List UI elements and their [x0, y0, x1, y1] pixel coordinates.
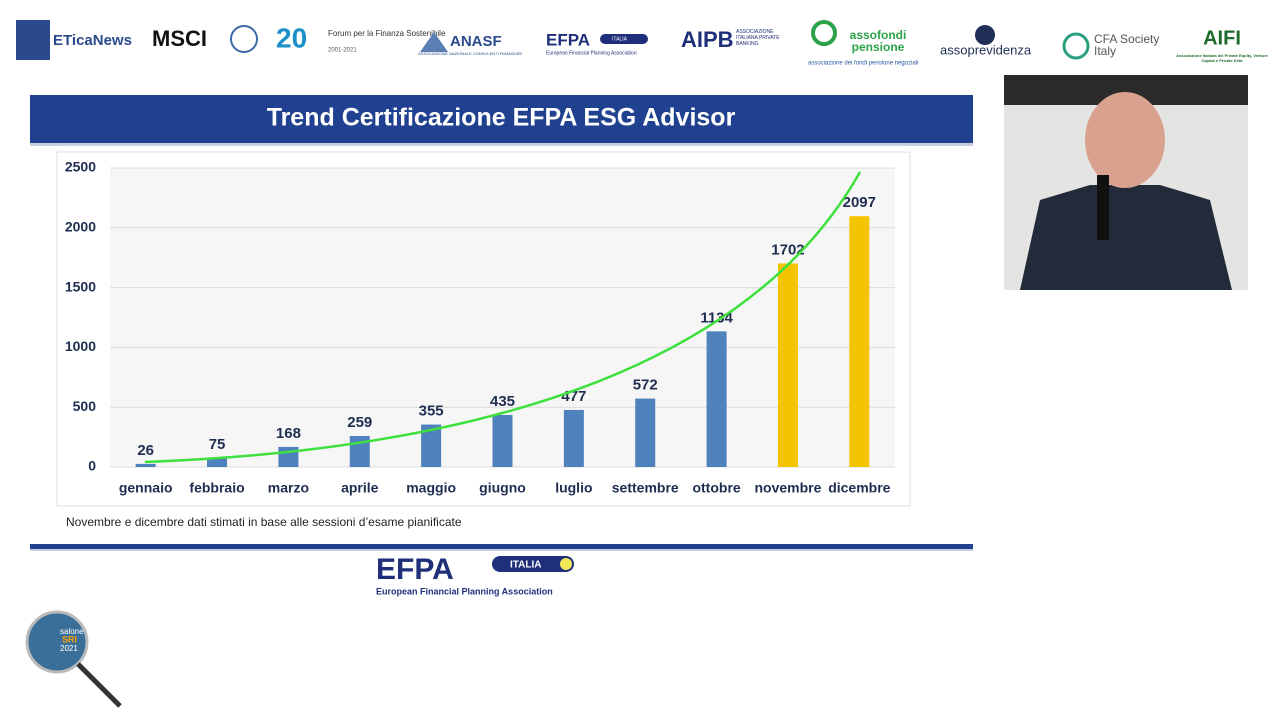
x-tick-label: maggio	[406, 480, 456, 496]
speaker-head	[1085, 92, 1165, 188]
logo-text: 2001-2021	[328, 48, 357, 54]
logo-text: ASSOCIAZIONE NAZIONALE CONSULENTI FINANZ…	[418, 51, 522, 56]
aifi-sub-box: Associazione Italiana del Private Equity…	[1176, 53, 1268, 63]
logo-text: assofondi pensione	[849, 29, 907, 54]
assofondi-box: assofondi pensione	[849, 29, 907, 54]
x-tick-label: dicembre	[828, 480, 890, 496]
x-tick-label: gennaio	[119, 480, 173, 496]
title-bar	[30, 95, 973, 143]
bar	[849, 216, 870, 467]
footer-logo-text: European Financial Planning Association	[376, 586, 553, 596]
logo-text: MSCI	[152, 26, 207, 51]
efpa-pill	[600, 34, 648, 44]
logo-text: associazione dei fondi pensione negozial…	[808, 61, 918, 67]
value-label: 259	[347, 414, 372, 431]
trend-line	[144, 171, 862, 464]
logo-text: Forum per la Finanza Sostenibile	[328, 29, 446, 38]
footer-shadow	[30, 549, 973, 551]
badge-lens	[25, 610, 89, 674]
x-tick-label: settembre	[612, 480, 679, 496]
logo-text: European Financial Planning Association	[546, 50, 637, 56]
bar	[777, 263, 798, 467]
logo-text: EFPA	[546, 30, 590, 49]
badge-text: salone	[60, 627, 84, 636]
assofondi-icon	[811, 20, 837, 46]
aipb-sub-box: ASSOCIAZIONE ITALIANA PRIVATE BANKING	[736, 29, 780, 47]
logo-text: CFA Society Italy	[1094, 33, 1160, 58]
speaker-body	[1020, 185, 1232, 290]
y-tick-label: 0	[88, 458, 96, 474]
title-shadow	[30, 143, 973, 146]
footer-logo-text: EFPA	[376, 553, 454, 586]
bar	[563, 409, 584, 467]
microphone	[1097, 175, 1109, 240]
y-tick-label: 2000	[65, 219, 96, 235]
cfa-box: CFA Society Italy	[1094, 33, 1160, 58]
value-label: 1702	[771, 241, 804, 258]
footer-pill	[492, 556, 574, 572]
footer-dot	[560, 558, 572, 570]
logo-text: ETicaNews	[53, 32, 132, 49]
value-label: 435	[490, 393, 515, 410]
value-label: 26	[137, 442, 154, 459]
value-label: 168	[276, 425, 301, 442]
x-tick-label: febbraio	[189, 480, 244, 496]
logo-text: AIPB	[681, 27, 734, 52]
y-tick-label: 1500	[65, 278, 96, 294]
x-tick-label: luglio	[555, 480, 592, 496]
value-label: 2097	[843, 194, 876, 211]
logo-text: 20	[276, 22, 307, 53]
bar	[135, 463, 156, 467]
y-tick-label: 1000	[65, 338, 96, 354]
cfa-icon	[1062, 32, 1090, 60]
value-label: 572	[633, 377, 658, 394]
bar	[492, 414, 513, 467]
logo-text: AIFI	[1203, 27, 1241, 49]
footer-bar	[30, 544, 973, 549]
assoprevidenza-icon	[975, 25, 995, 45]
bar	[706, 331, 727, 467]
x-tick-label: marzo	[268, 480, 309, 496]
badge-text: SRI	[62, 634, 77, 644]
bar	[207, 458, 228, 467]
x-tick-label: giugno	[479, 480, 526, 496]
anasf-icon	[420, 32, 448, 52]
logo-text: ITALIA	[612, 36, 628, 42]
eticanews-icon	[16, 20, 50, 60]
x-tick-label: aprile	[341, 480, 379, 496]
value-label: 75	[209, 436, 226, 453]
chart-title: Trend Certificazione EFPA ESG Advisor	[267, 104, 736, 132]
logo-text: ANASF	[450, 33, 502, 50]
y-tick-label: 2500	[65, 159, 96, 175]
value-label: 355	[419, 403, 444, 420]
msci-icon	[230, 25, 258, 53]
logo-text: ASSOCIAZIONE ITALIANA PRIVATE BANKING	[736, 29, 780, 47]
footer-logo-text: ITALIA	[510, 560, 541, 571]
y-tick-label: 500	[73, 398, 97, 414]
bar	[635, 398, 656, 467]
footnote: Novembre e dicembre dati stimati in base…	[66, 515, 462, 529]
x-tick-label: ottobre	[692, 480, 740, 496]
badge-handle	[76, 662, 122, 708]
logo-text: Associazione Italiana del Private Equity…	[1176, 53, 1268, 63]
x-tick-label: novembre	[754, 480, 821, 496]
logo-text: assoprevidenza	[940, 42, 1032, 57]
value-label: 1134	[700, 309, 733, 326]
badge-text: 2021	[60, 644, 78, 653]
bar	[421, 424, 442, 467]
